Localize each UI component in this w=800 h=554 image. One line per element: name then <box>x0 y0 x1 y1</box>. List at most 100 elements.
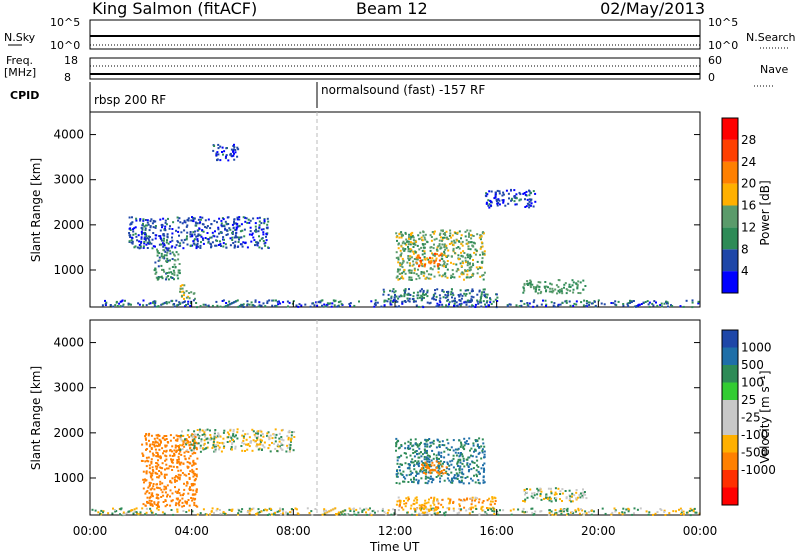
power-data-point <box>195 302 198 304</box>
power-data-point <box>486 293 489 296</box>
velocity-data-point <box>276 450 279 453</box>
power-data-point <box>561 292 564 295</box>
velocity-data-point <box>459 461 462 464</box>
power-data-point <box>148 239 151 242</box>
velocity-data-point <box>187 429 190 432</box>
nave-label: Nave <box>760 63 788 76</box>
power-data-point <box>233 146 236 149</box>
velocity-data-point <box>223 445 226 448</box>
velocity-data-point <box>199 428 201 431</box>
power-data-point <box>230 154 233 157</box>
power-data-point <box>407 243 410 246</box>
velocity-data-point <box>418 452 421 455</box>
power-data-point <box>482 253 484 256</box>
velocity-data-point <box>266 432 269 435</box>
power-data-point <box>271 299 274 302</box>
power-data-point <box>480 293 483 296</box>
velocity-data-point <box>269 507 272 510</box>
velocity-data-point <box>449 498 452 501</box>
velocity-data-point <box>451 481 454 484</box>
velocity-data-point <box>457 465 460 467</box>
velocity-data-point <box>167 467 170 470</box>
velocity-data-point <box>585 512 588 515</box>
velocity-data-point <box>400 506 403 509</box>
velocity-data-point <box>100 509 103 512</box>
power-data-point <box>488 203 491 206</box>
power-data-point <box>162 234 165 237</box>
power-data-point <box>221 151 223 153</box>
velocity-data-point <box>466 462 469 465</box>
velocity-data-point <box>478 482 481 485</box>
power-data-point <box>217 244 220 246</box>
power-data-point <box>448 234 451 237</box>
power-data-point <box>469 276 472 279</box>
velocity-data-point <box>102 511 104 514</box>
velocity-data-point <box>148 445 151 448</box>
velocity-data-point <box>228 433 230 436</box>
power-data-point <box>192 240 195 243</box>
power-data-point <box>585 305 587 308</box>
velocity-data-point <box>279 513 282 516</box>
power-data-point <box>482 231 485 234</box>
power-data-point <box>410 249 413 252</box>
velocity-data-point <box>142 478 145 481</box>
power-data-point <box>545 303 548 306</box>
power-data-point <box>120 300 123 303</box>
power-data-point <box>195 235 198 238</box>
power-data-point <box>156 248 158 251</box>
power-data-point <box>145 224 147 227</box>
velocity-data-point <box>459 454 462 457</box>
power-data-point <box>408 264 411 267</box>
velocity-data-point <box>456 462 459 465</box>
velocity-data-point <box>260 434 262 437</box>
power-data-point <box>151 222 154 225</box>
velocity-data-point <box>261 433 264 435</box>
velocity-data-point <box>246 432 249 435</box>
velocity-data-point <box>434 506 437 509</box>
velocity-data-point <box>557 487 560 490</box>
power-data-point <box>412 250 415 253</box>
velocity-data-point <box>156 434 159 437</box>
velocity-data-point <box>403 502 406 505</box>
power-data-point <box>231 223 234 226</box>
power-data-point <box>490 303 493 305</box>
power-data-point <box>469 248 472 251</box>
velocity-data-point <box>155 497 158 499</box>
power-data-point <box>474 303 477 306</box>
velocity-data-point <box>193 446 196 449</box>
power-data-point <box>159 229 162 232</box>
power-data-point <box>478 236 481 239</box>
power-data-point <box>154 220 157 223</box>
velocity-data-point <box>244 433 247 436</box>
power-data-point <box>504 204 507 207</box>
velocity-data-point <box>161 482 164 485</box>
velocity-data-point <box>430 469 433 472</box>
power-data-point <box>148 236 151 238</box>
power-data-point <box>462 262 465 265</box>
power-data-point <box>197 233 200 236</box>
velocity-data-point <box>611 511 614 514</box>
power-data-point <box>470 290 473 293</box>
velocity-data-point <box>203 439 206 442</box>
velocity-data-point <box>191 452 194 455</box>
power-data-point <box>128 303 131 306</box>
velocity-data-point <box>403 500 405 502</box>
power-data-point <box>219 145 222 148</box>
power-data-point <box>532 205 535 208</box>
velocity-data-point <box>187 499 190 501</box>
power-data-point <box>401 275 404 278</box>
power-data-point <box>475 266 478 269</box>
velocity-data-point <box>157 508 160 511</box>
power-data-point <box>186 224 189 227</box>
velocity-data-point <box>183 488 186 491</box>
velocity-data-point <box>448 508 451 511</box>
power-data-point <box>177 241 180 244</box>
velocity-data-point <box>263 509 265 512</box>
power-data-point <box>154 267 157 270</box>
velocity-data-point <box>418 456 421 459</box>
power-data-point <box>394 294 396 296</box>
velocity-data-point <box>181 501 184 504</box>
power-data-point <box>443 246 446 249</box>
power-data-point <box>148 241 151 244</box>
power-data-point <box>158 243 161 246</box>
